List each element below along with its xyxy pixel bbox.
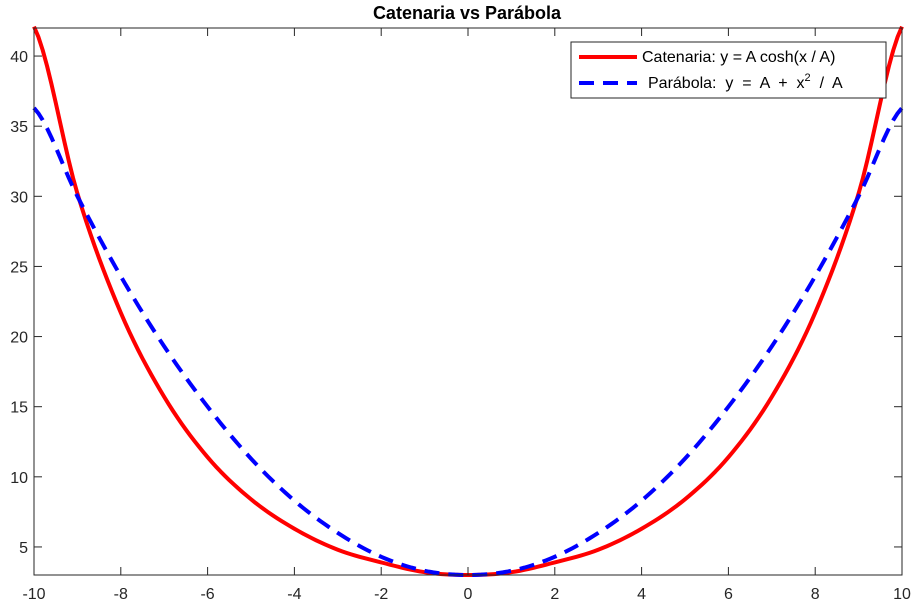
legend-label-catenaria: Catenaria: y = A cosh(x / A) [642,49,835,66]
y-tick-label: 25 [10,259,28,276]
x-tick-label: -8 [114,586,128,603]
x-tick-label: 6 [724,586,733,603]
ticks-layer: -10 -8 -6 -4 -2 0 2 4 6 8 10 5 10 15 20 25 30 35 40 [10,28,911,603]
x-tick-label: 0 [464,586,473,603]
x-tick-label: 2 [550,586,559,603]
x-tick-label: 8 [811,586,820,603]
x-tick-label: -10 [22,586,45,603]
series-line-parabola [32,106,904,577]
legend-parabola-prefix: Parábola: y = A + x [648,75,805,92]
y-tick-label: 15 [10,400,28,417]
legend-parabola-suffix: / A [811,75,843,92]
y-tick-label: 30 [10,189,28,206]
y-tick-label: 20 [10,330,28,347]
plot-area [34,28,902,575]
x-tick-label: -4 [287,586,301,603]
y-tick-label: 40 [10,49,28,66]
y-tick-label: 5 [19,540,28,557]
chart-title: Catenaria vs Parábola [373,3,562,23]
legend: Catenaria: y = A cosh(x / A) Parábola: y… [570,41,887,99]
legend-label-parabola: Parábola: y = A + x2 / A [648,72,843,92]
x-tick-label: -6 [200,586,214,603]
y-tick-label: 10 [10,470,28,487]
legend-box [570,41,887,99]
x-tick-label: 4 [637,586,646,603]
x-tick-label: -2 [374,586,388,603]
x-tick-label: 10 [893,586,911,603]
y-tick-label: 35 [10,119,28,136]
legend-parabola-exponent: 2 [805,72,811,84]
